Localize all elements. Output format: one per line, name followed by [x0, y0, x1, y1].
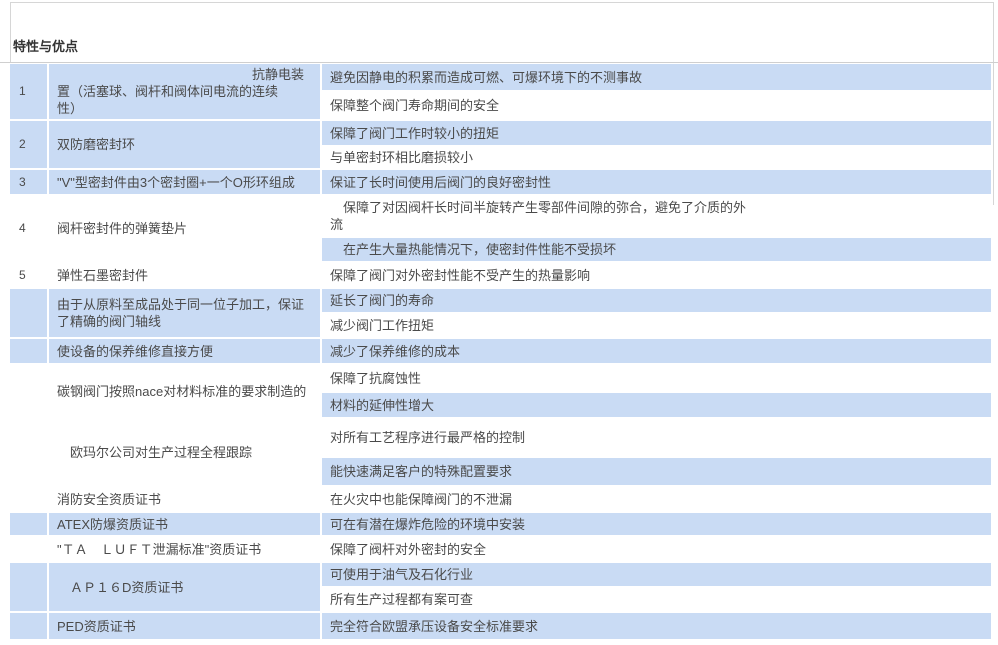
row-number-cell	[10, 419, 47, 485]
feature-cell: "ＴＡ ＬＵＦＴ泄漏标准"资质证书	[49, 537, 320, 561]
benefit-cell: 避免因静电的积累而造成可燃、可爆环境下的不测事故	[322, 64, 991, 90]
row-number-cell	[10, 365, 47, 417]
benefit-cell: 能快速满足客户的特殊配置要求	[322, 458, 991, 485]
feature-cell: 消防安全资质证书	[49, 487, 320, 511]
feature-cell: 使设备的保养维修直接方便	[49, 339, 320, 363]
row-number-cell	[10, 339, 47, 363]
table-row: 所有生产过程都有案可查	[10, 588, 991, 611]
table-row: 由于从原料至成品处于同一位子加工，保证 了精确的阀门轴线 延长了阀门的寿命	[10, 289, 991, 337]
table-row: 减少阀门工作扭矩	[10, 314, 991, 337]
benefit-cell: 保障整个阀门寿命期间的安全	[322, 92, 991, 119]
row-number-cell: 5	[10, 263, 47, 287]
benefit-cell: 保证了长时间使用后阀门的良好密封性	[322, 170, 991, 194]
title-divider-line	[0, 62, 998, 63]
table-row: 消防安全资质证书 在火灾中也能保障阀门的不泄漏	[10, 487, 991, 511]
table-row: 使设备的保养维修直接方便 减少了保养维修的成本	[10, 339, 991, 363]
table-row: 1 抗静电装 置（活塞球、阀杆和阀体间电流的连续 性） 避免因静电的积累而造成可燃…	[10, 64, 991, 119]
benefit-cell: 延长了阀门的寿命	[322, 289, 991, 312]
feature-cell: 碳钢阀门按照nace对材料标准的要求制造的	[49, 365, 320, 417]
benefit-cell: 保障了阀门工作时较小的扭矩	[322, 121, 991, 145]
right-border-line	[993, 2, 994, 205]
table-row: 在产生大量热能情况下，使密封件性能不受损坏	[10, 238, 991, 261]
feature-cell: 弹性石墨密封件	[49, 263, 320, 287]
benefit-cell: 保障了抗腐蚀性	[322, 365, 991, 391]
benefit-cell: 与单密封环相比磨损较小	[322, 147, 991, 168]
table-row: 保障整个阀门寿命期间的安全	[10, 92, 991, 119]
row-number-cell	[10, 613, 47, 639]
feature-cell: 双防磨密封环	[49, 121, 320, 168]
table-row: 5 弹性石墨密封件 保障了阀门对外密封性能不受产生的热量影响	[10, 263, 991, 287]
row-number-cell: 1	[10, 64, 47, 119]
left-border-line	[10, 2, 11, 63]
feature-cell: PED资质证书	[49, 613, 320, 639]
benefit-cell: 完全符合欧盟承压设备安全标准要求	[322, 613, 991, 639]
benefit-cell: 所有生产过程都有案可查	[322, 588, 991, 611]
benefit-cell: 减少了保养维修的成本	[322, 339, 991, 363]
page-title: 特性与优点	[13, 39, 79, 54]
benefit-cell: 对所有工艺程序进行最严格的控制	[322, 419, 991, 456]
benefit-cell: 在产生大量热能情况下，使密封件性能不受损坏	[322, 238, 991, 261]
table-row: 与单密封环相比磨损较小	[10, 147, 991, 168]
benefit-cell: 可在有潜在爆炸危险的环境中安装	[322, 513, 991, 535]
table-row: 4 阀杆密封件的弹簧垫片 保障了对因阀杆长时间半旋转产生零部件间隙的弥合，避免了介…	[10, 196, 991, 261]
table-row: PED资质证书 完全符合欧盟承压设备安全标准要求	[10, 613, 991, 639]
row-number-cell: 4	[10, 196, 47, 261]
feature-cell: 阀杆密封件的弹簧垫片	[49, 196, 320, 261]
row-number-cell: 3	[10, 170, 47, 194]
feature-cell: "V"型密封件由3个密封圈+一个O形环组成	[49, 170, 320, 194]
row-number-cell	[10, 563, 47, 611]
top-border-line	[10, 2, 993, 3]
row-number-cell	[10, 537, 47, 561]
benefit-cell: 保障了阀杆对外密封的安全	[322, 537, 991, 561]
benefit-cell: 在火灾中也能保障阀门的不泄漏	[322, 487, 991, 511]
table-row: 3 "V"型密封件由3个密封圈+一个O形环组成 保证了长时间使用后阀门的良好密封性	[10, 170, 991, 194]
feature-cell: ATEX防爆资质证书	[49, 513, 320, 535]
benefit-cell: 材料的延伸性增大	[322, 393, 991, 417]
table-row: 2 双防磨密封环 保障了阀门工作时较小的扭矩	[10, 121, 991, 168]
benefit-cell: 可使用于油气及石化行业	[322, 563, 991, 586]
table-row: 碳钢阀门按照nace对材料标准的要求制造的 保障了抗腐蚀性	[10, 365, 991, 417]
row-number-cell	[10, 487, 47, 511]
benefit-cell: 减少阀门工作扭矩	[322, 314, 991, 337]
row-number-cell	[10, 513, 47, 535]
feature-cell: 抗静电装 置（活塞球、阀杆和阀体间电流的连续 性）	[49, 64, 320, 119]
table-row: ＡＰ１６D资质证书 可使用于油气及石化行业	[10, 563, 991, 611]
table-row: ATEX防爆资质证书 可在有潜在爆炸危险的环境中安装	[10, 513, 991, 535]
benefit-cell: 保障了对因阀杆长时间半旋转产生零部件间隙的弥合，避免了介质的外 流	[322, 196, 991, 236]
table-row: 能快速满足客户的特殊配置要求	[10, 458, 991, 485]
row-number-cell: 2	[10, 121, 47, 168]
feature-cell: ＡＰ１６D资质证书	[49, 563, 320, 611]
features-table: 1 抗静电装 置（活塞球、阀杆和阀体间电流的连续 性） 避免因静电的积累而造成可燃…	[8, 62, 993, 641]
row-number-cell	[10, 289, 47, 337]
benefit-cell: 保障了阀门对外密封性能不受产生的热量影响	[322, 263, 991, 287]
table-row: 材料的延伸性增大	[10, 393, 991, 417]
table-row: 欧玛尔公司对生产过程全程跟踪 对所有工艺程序进行最严格的控制	[10, 419, 991, 485]
features-table-body: 1 抗静电装 置（活塞球、阀杆和阀体间电流的连续 性） 避免因静电的积累而造成可燃…	[10, 64, 991, 639]
table-row: "ＴＡ ＬＵＦＴ泄漏标准"资质证书 保障了阀杆对外密封的安全	[10, 537, 991, 561]
feature-cell: 欧玛尔公司对生产过程全程跟踪	[49, 419, 320, 485]
feature-cell: 由于从原料至成品处于同一位子加工，保证 了精确的阀门轴线	[49, 289, 320, 337]
